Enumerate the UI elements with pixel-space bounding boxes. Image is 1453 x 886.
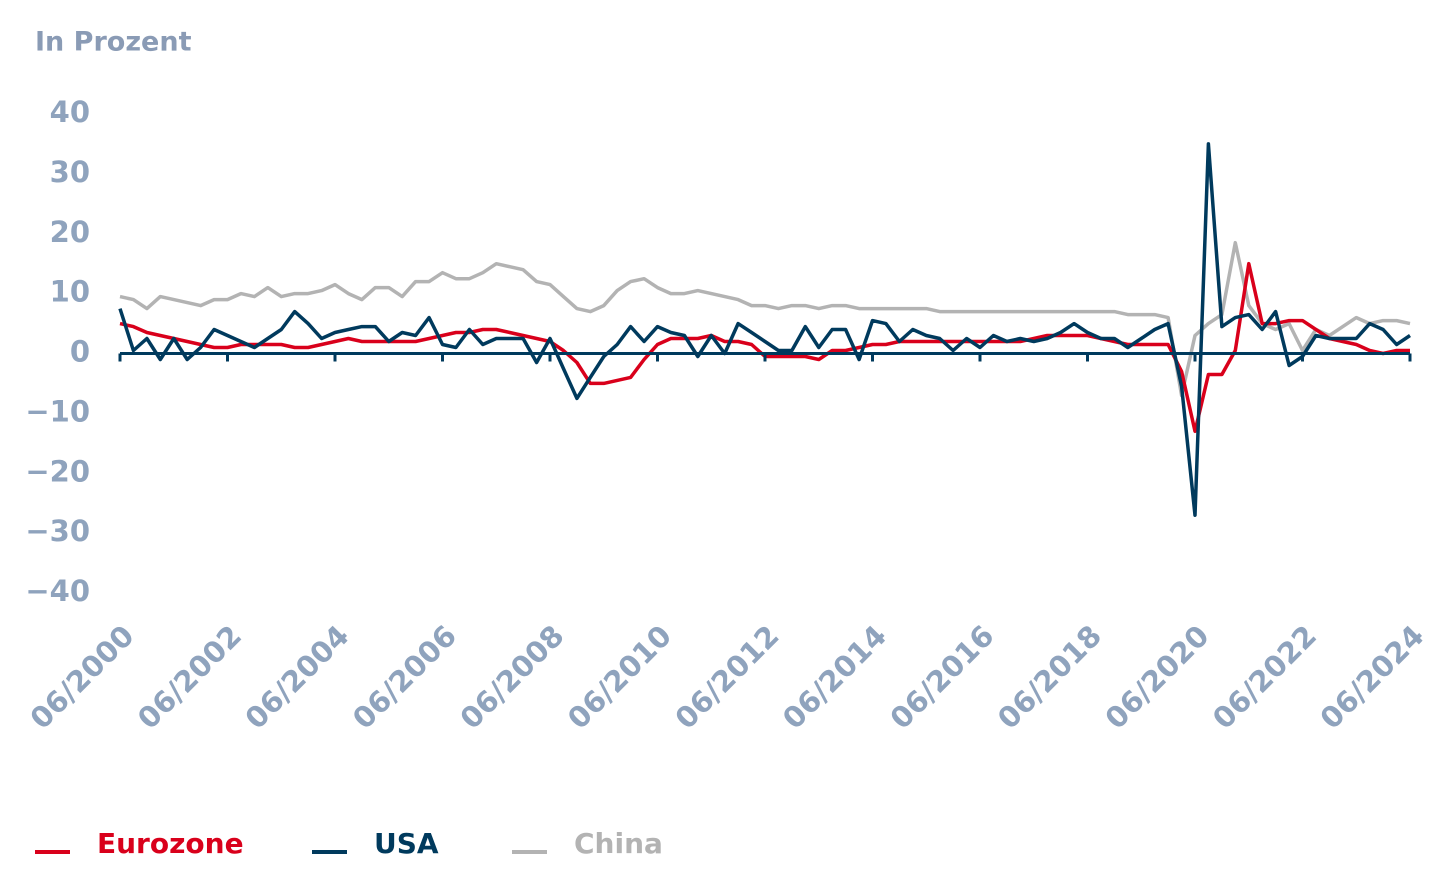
series-line <box>118 142 1411 517</box>
x-tick-label: 06/2008 <box>453 619 570 736</box>
y-tick-label: 40 <box>50 95 90 129</box>
x-tick-label: 06/2012 <box>668 619 785 736</box>
x-tick-label: 06/2022 <box>1206 619 1323 736</box>
y-tick-label: −30 <box>25 514 90 548</box>
legend-label: Eurozone <box>97 827 244 860</box>
legend-label: China <box>574 827 663 860</box>
x-tick-label: 06/2024 <box>1313 619 1430 736</box>
y-tick-label: −20 <box>25 454 90 488</box>
y-tick-label: 0 <box>70 335 90 369</box>
y-tick-label: 20 <box>50 215 90 249</box>
x-tick-label: 06/2020 <box>1098 619 1215 736</box>
x-tick-label: 06/2018 <box>991 619 1108 736</box>
y-tick-label: 10 <box>50 275 90 309</box>
y-tick-label: −40 <box>25 574 90 608</box>
legend-label: USA <box>374 827 439 860</box>
x-tick-label: 06/2010 <box>561 619 678 736</box>
y-tick-label: −10 <box>25 394 90 428</box>
x-tick-label: 06/2000 <box>23 619 140 736</box>
y-axis-label: In Prozent <box>35 27 192 58</box>
series-line <box>119 240 1411 398</box>
x-tick-label: 06/2006 <box>346 619 463 736</box>
x-tick-label: 06/2016 <box>883 619 1000 736</box>
x-tick-label: 06/2014 <box>776 619 893 736</box>
x-tick-label: 06/2004 <box>238 619 355 736</box>
y-tick-label: 30 <box>50 155 90 189</box>
x-tick-label: 06/2002 <box>131 619 248 736</box>
series-line <box>119 261 1410 434</box>
